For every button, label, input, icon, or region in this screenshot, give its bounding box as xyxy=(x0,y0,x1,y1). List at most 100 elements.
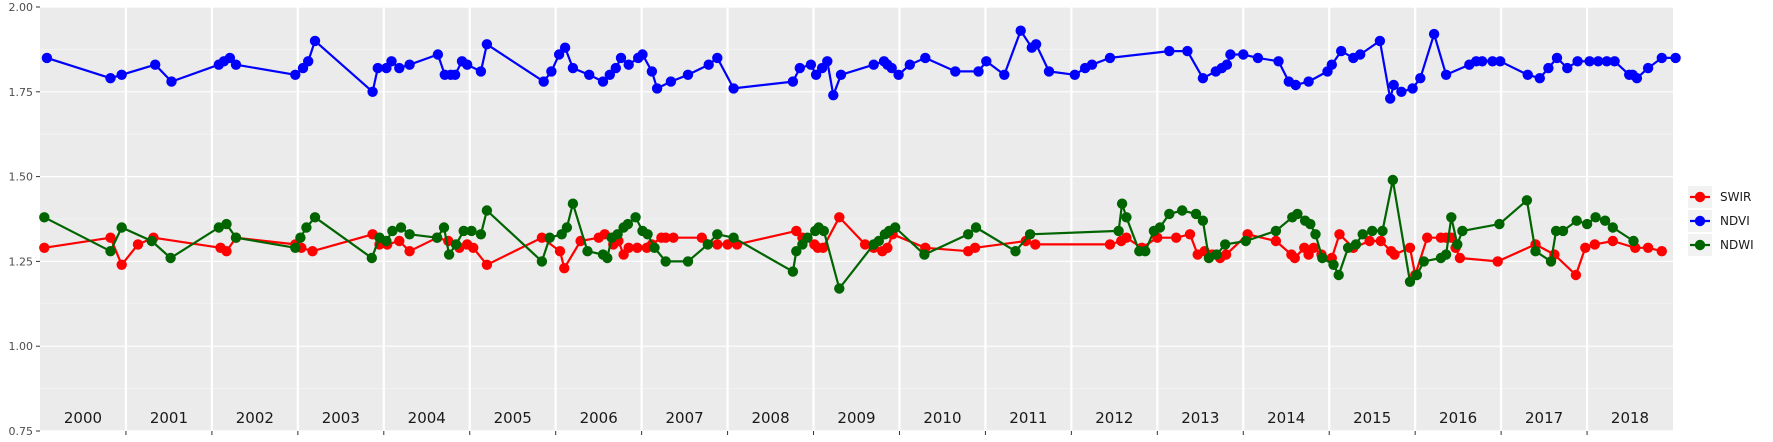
data-point-ndvi xyxy=(394,62,405,74)
data-point-ndwi xyxy=(381,235,392,247)
data-point-swir xyxy=(1171,232,1182,243)
data-point-ndvi xyxy=(1396,86,1407,98)
data-point-swir xyxy=(1220,249,1232,260)
data-point-ndwi xyxy=(649,242,660,253)
data-point-ndvi xyxy=(637,49,648,60)
data-point-ndwi xyxy=(1317,252,1328,264)
year-label: 2003 xyxy=(322,409,360,427)
data-point-ndwi xyxy=(1557,225,1569,237)
data-point-ndwi xyxy=(1240,235,1252,247)
data-point-ndvi xyxy=(1043,66,1055,77)
data-point-ndvi xyxy=(835,69,847,81)
data-point-ndvi xyxy=(41,52,53,64)
data-point-ndwi xyxy=(481,205,493,216)
data-point-ndvi xyxy=(1601,56,1613,67)
data-point-ndvi xyxy=(604,69,615,81)
series-ndvi xyxy=(41,25,1681,104)
data-point-ndwi xyxy=(438,222,450,233)
data-point-ndwi xyxy=(1418,256,1430,267)
data-point-ndvi xyxy=(950,66,961,77)
data-point-ndvi xyxy=(1030,39,1042,50)
data-point-ndwi xyxy=(567,198,579,209)
data-point-ndvi xyxy=(1656,52,1668,64)
data-point-swir xyxy=(1642,242,1654,253)
data-point-ndvi xyxy=(475,66,487,77)
data-point-ndvi xyxy=(999,69,1010,81)
data-point-ndvi xyxy=(828,90,839,101)
data-point-ndvi xyxy=(920,52,931,64)
data-point-ndvi xyxy=(787,76,799,87)
data-point-ndwi xyxy=(1607,222,1619,233)
data-point-ndvi xyxy=(230,59,242,70)
data-point-ndwi xyxy=(818,225,829,237)
data-point-swir xyxy=(1580,242,1591,253)
data-point-ndwi xyxy=(1010,246,1021,257)
data-point-swir xyxy=(536,232,548,243)
data-point-ndvi xyxy=(665,76,677,87)
data-point-ndvi xyxy=(1670,52,1681,64)
data-point-swir xyxy=(791,225,802,237)
data-point-ndwi xyxy=(1521,195,1533,206)
data-point-ndvi xyxy=(597,76,609,87)
data-point-swir xyxy=(1030,239,1041,250)
data-point-ndvi xyxy=(1225,49,1236,60)
data-point-ndwi xyxy=(1494,218,1505,230)
data-point-ndwi xyxy=(466,225,477,237)
data-point-ndwi xyxy=(1545,256,1557,267)
data-point-ndwi xyxy=(301,222,312,233)
data-point-ndwi xyxy=(1197,215,1209,226)
data-point-ndwi xyxy=(1357,229,1368,240)
data-point-ndwi xyxy=(712,229,723,240)
data-point-swir xyxy=(696,232,707,243)
data-point-ndwi xyxy=(970,222,982,233)
data-point-ndvi xyxy=(481,39,493,50)
data-point-swir xyxy=(481,259,493,270)
data-point-swir xyxy=(632,242,643,253)
data-point-ndwi xyxy=(230,232,242,243)
data-point-swir xyxy=(859,239,871,250)
data-point-swir xyxy=(1334,229,1345,240)
data-point-ndwi xyxy=(582,246,593,257)
data-point-ndwi xyxy=(116,222,127,233)
data-point-ndwi xyxy=(791,246,802,257)
data-point-ndvi xyxy=(462,59,473,70)
legend-key-point xyxy=(1694,191,1706,203)
data-point-swir xyxy=(1121,232,1132,243)
data-point-ndvi xyxy=(973,66,984,77)
data-point-ndvi xyxy=(1562,62,1573,74)
data-point-swir xyxy=(1104,239,1116,250)
data-point-ndvi xyxy=(116,69,127,81)
data-point-swir xyxy=(1570,269,1582,281)
data-point-swir xyxy=(39,242,50,253)
data-point-ndwi xyxy=(1342,242,1354,253)
data-point-ndvi xyxy=(1584,56,1595,67)
data-point-ndvi xyxy=(1355,49,1366,60)
data-point-swir xyxy=(554,246,566,257)
data-point-ndwi xyxy=(622,218,634,230)
data-point-swir xyxy=(307,246,318,257)
year-label: 2005 xyxy=(494,409,532,427)
data-point-swir xyxy=(1589,239,1601,250)
data-point-ndwi xyxy=(1599,215,1611,226)
data-point-ndwi xyxy=(1177,205,1188,216)
data-point-ndwi xyxy=(873,235,884,247)
data-point-ndvi xyxy=(1428,28,1440,40)
data-point-ndwi xyxy=(787,266,799,277)
data-point-ndwi xyxy=(1377,225,1388,237)
data-point-swir xyxy=(1270,235,1282,247)
data-point-swir xyxy=(105,232,116,243)
data-point-swir xyxy=(882,242,893,253)
data-point-ndwi xyxy=(1211,249,1222,260)
data-point-swir xyxy=(221,246,232,257)
year-label: 2015 xyxy=(1353,409,1391,427)
year-label: 2000 xyxy=(64,409,102,427)
data-point-ndwi xyxy=(105,246,116,257)
data-point-ndvi xyxy=(1164,45,1175,57)
data-point-ndvi xyxy=(372,62,383,74)
data-point-ndwi xyxy=(1333,269,1344,281)
data-point-ndvi xyxy=(1197,73,1209,84)
data-point-ndvi xyxy=(567,62,579,74)
data-point-ndvi xyxy=(1336,45,1347,57)
data-point-ndwi xyxy=(475,229,487,240)
data-point-swir xyxy=(1375,235,1387,247)
